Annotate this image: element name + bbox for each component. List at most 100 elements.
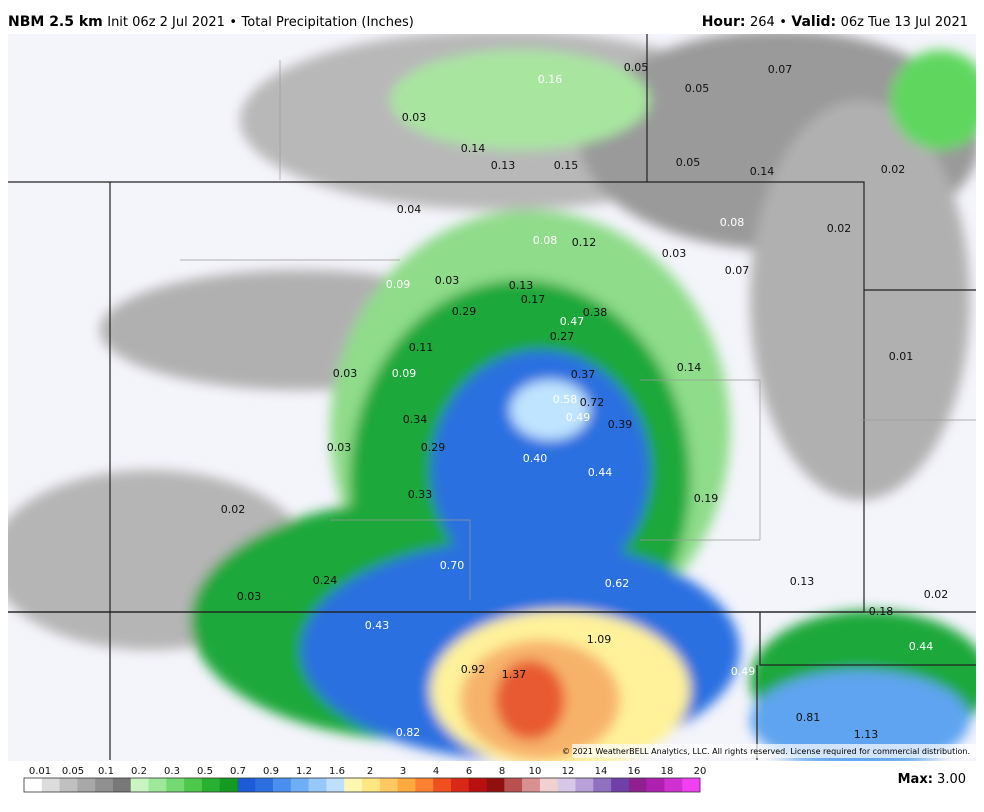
product: Total Precipitation (Inches) [241,15,414,30]
copyright: © 2021 WeatherBELL Analytics, LLC. All r… [562,747,970,756]
map-label: 0.81 [796,711,821,724]
scale-label: 3 [400,766,406,777]
map-labels: 0.05 0.07 0.16 0.05 0.03 0.14 0.13 0.15 0.05 0.14… [221,61,949,741]
valid-label: Valid: [791,14,836,30]
scale-label: 0.1 [98,766,114,777]
map-label: 0.02 [827,222,852,235]
map-label: 0.58 [553,393,578,406]
map-label: 0.43 [365,619,390,632]
map-label: 0.62 [605,577,630,590]
scale-swatch [362,778,381,792]
scale-label: 1.2 [296,766,312,777]
map-label: 0.19 [694,492,719,505]
map-label: 0.29 [452,305,477,318]
map-label: 0.02 [881,163,906,176]
scale-swatch [290,778,309,792]
map-label: 0.27 [550,330,575,343]
map-label: 0.09 [392,367,417,380]
scale-swatch [611,778,630,792]
scale-swatch [201,778,220,792]
map-label: 0.05 [685,82,710,95]
scale-label: 0.01 [29,766,51,777]
scale-swatch [522,778,541,792]
scale-label: 10 [529,766,542,777]
separator: • [779,15,787,30]
map-label: 0.07 [768,63,793,76]
scale-border [23,777,701,793]
map-label: 0.13 [509,279,534,292]
scale-swatch [59,778,78,792]
map-label: 0.05 [624,61,649,74]
map-label: 0.11 [409,341,434,354]
scale-swatch [219,778,238,792]
scale-label: 1.6 [329,766,345,777]
scale-swatch [95,778,114,792]
scale-label: 0.2 [131,766,147,777]
separator: • [229,15,237,30]
scale-swatch [379,778,398,792]
scale-label: 0.05 [62,766,84,777]
color-scale: 0.01 0.05 0.1 0.2 0.3 0.5 0.7 0.9 1.2 1.6 2 3 4 6 8 10 1… [23,766,707,793]
scale-swatch [237,778,256,792]
map-label: 0.33 [408,488,433,501]
scale-swatch [397,778,416,792]
map-label: 0.07 [725,264,750,277]
scale-swatch [326,778,345,792]
scale-swatch [166,778,185,792]
map-label: 0.12 [572,236,597,249]
scale-swatch [148,778,167,792]
copyright-bg [572,744,976,758]
map-label: 0.13 [790,575,815,588]
scale-label: 2 [367,766,373,777]
scale-swatch [184,778,203,792]
map-label: 0.01 [889,350,914,363]
max: Max: 3.00 [898,772,966,787]
map-label: 0.09 [386,278,411,291]
map-label: 0.47 [560,315,585,328]
map-label: 0.08 [533,234,558,247]
scale-label: 16 [628,766,641,777]
scale-swatch [130,778,149,792]
map-label: 0.14 [750,165,775,178]
scale-swatch [593,778,612,792]
map-label: 0.44 [588,466,613,479]
scale-label: 18 [661,766,674,777]
scale-swatch [77,778,96,792]
map-label: 0.03 [327,441,352,454]
scale-swatch [468,778,487,792]
scale-swatch [646,778,665,792]
scale-label: 12 [562,766,575,777]
scale-swatch [539,778,558,792]
model: NBM 2.5 km [8,14,103,30]
map-label: 0.82 [396,726,421,739]
map-label: 0.03 [237,590,262,603]
header: NBM 2.5 km Init 06z 2 Jul 2021 • Total P… [8,14,414,30]
scale-swatch [664,778,683,792]
map-label: 0.49 [566,411,591,424]
scale-swatch [504,778,523,792]
scale-label: 14 [595,766,608,777]
state-borders [8,34,976,760]
scale-swatch [112,778,132,792]
map-label: 0.03 [333,367,358,380]
scale-swatch [344,778,363,792]
header-right: Hour: 264 • Valid: 06z Tue 13 Jul 2021 [702,14,968,30]
scale-swatch [273,778,292,792]
map-label: 0.02 [924,588,949,601]
scale-label: 0.3 [164,766,180,777]
valid: 06z Tue 13 Jul 2021 [841,15,968,30]
scale-swatch [682,778,701,792]
county-lines [180,60,976,600]
map-label: 1.09 [587,633,612,646]
scale-label: 6 [466,766,472,777]
map-label: 0.44 [909,640,934,653]
scale-swatch [255,778,274,792]
map-label: 0.04 [397,203,422,216]
map-label: 0.49 [731,665,756,678]
scale-swatch [308,778,327,792]
scale-swatch [450,778,470,792]
scale-swatch [486,778,505,792]
scale-swatch [628,778,647,792]
map-label: 0.70 [440,559,465,572]
scale-label: 20 [694,766,707,777]
